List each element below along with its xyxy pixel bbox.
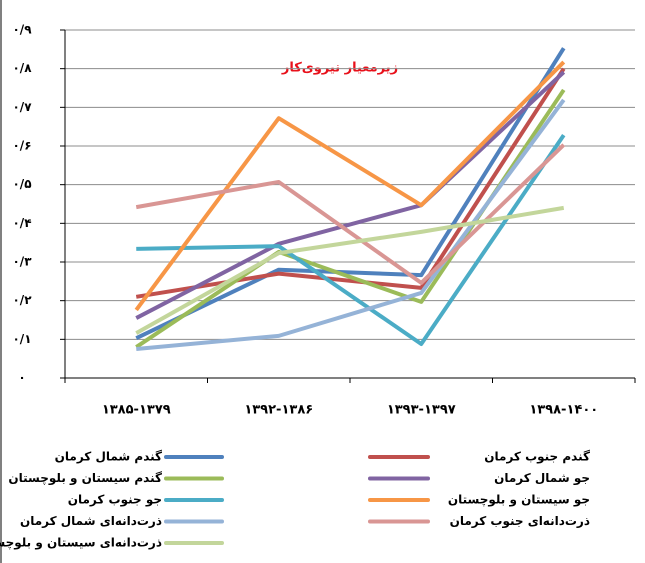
series-line — [136, 98, 566, 351]
x-tick-label: ۱۳۹۲-۱۳۸۶ — [244, 403, 313, 418]
series-line — [135, 47, 566, 340]
series-line — [135, 205, 565, 335]
legend-label: ذرت‌دانه‌ای جنوب کرمان — [450, 514, 590, 529]
y-tick-label: ۰/۳ — [12, 255, 32, 269]
y-tick-label: ۰/۱ — [12, 332, 31, 346]
y-tick-label: ۰ — [18, 371, 25, 385]
series-line — [136, 134, 566, 346]
x-tick-label: ۱۳۹۸-۱۴۰۰ — [529, 403, 598, 418]
legend-label: جو جنوب کرمان — [68, 493, 162, 508]
legend-label: گندم سیستان و بلوچستان — [8, 471, 162, 486]
y-tick-label: ۰/۶ — [12, 139, 31, 153]
legend-label: ذرت‌دانه‌ای سیستان و بلوچستان — [0, 536, 162, 551]
legend-label: جو سیستان و بلوچستان — [448, 493, 590, 508]
series-line — [134, 60, 566, 312]
y-tick-label: ۰/۷ — [12, 100, 32, 114]
x-tick-label: ۱۳۹۳-۱۳۹۷ — [387, 403, 456, 418]
y-tick-label: ۰/۲ — [12, 293, 32, 307]
y-tick-label: ۰/۴ — [12, 216, 31, 230]
legend-label: گندم جنوب کرمان — [484, 450, 590, 465]
x-tick-label: ۱۳۸۵-۱۳۷۹ — [102, 403, 171, 418]
y-tick-label: ۰/۹ — [12, 23, 32, 37]
series-line — [135, 143, 566, 285]
chart-title: زیرمعیار نیروی‌کار — [281, 61, 398, 76]
series-line — [135, 70, 566, 320]
legend-label: گندم شمال کرمان — [55, 450, 162, 465]
legend-label: ذرت‌دانه‌ای شمال کرمان — [20, 514, 162, 528]
legend-label: جو شمال کرمان — [494, 471, 590, 486]
y-tick-label: ۰/۵ — [12, 177, 31, 191]
y-tick-label: ۰/۸ — [12, 61, 32, 75]
series-line — [135, 67, 566, 299]
